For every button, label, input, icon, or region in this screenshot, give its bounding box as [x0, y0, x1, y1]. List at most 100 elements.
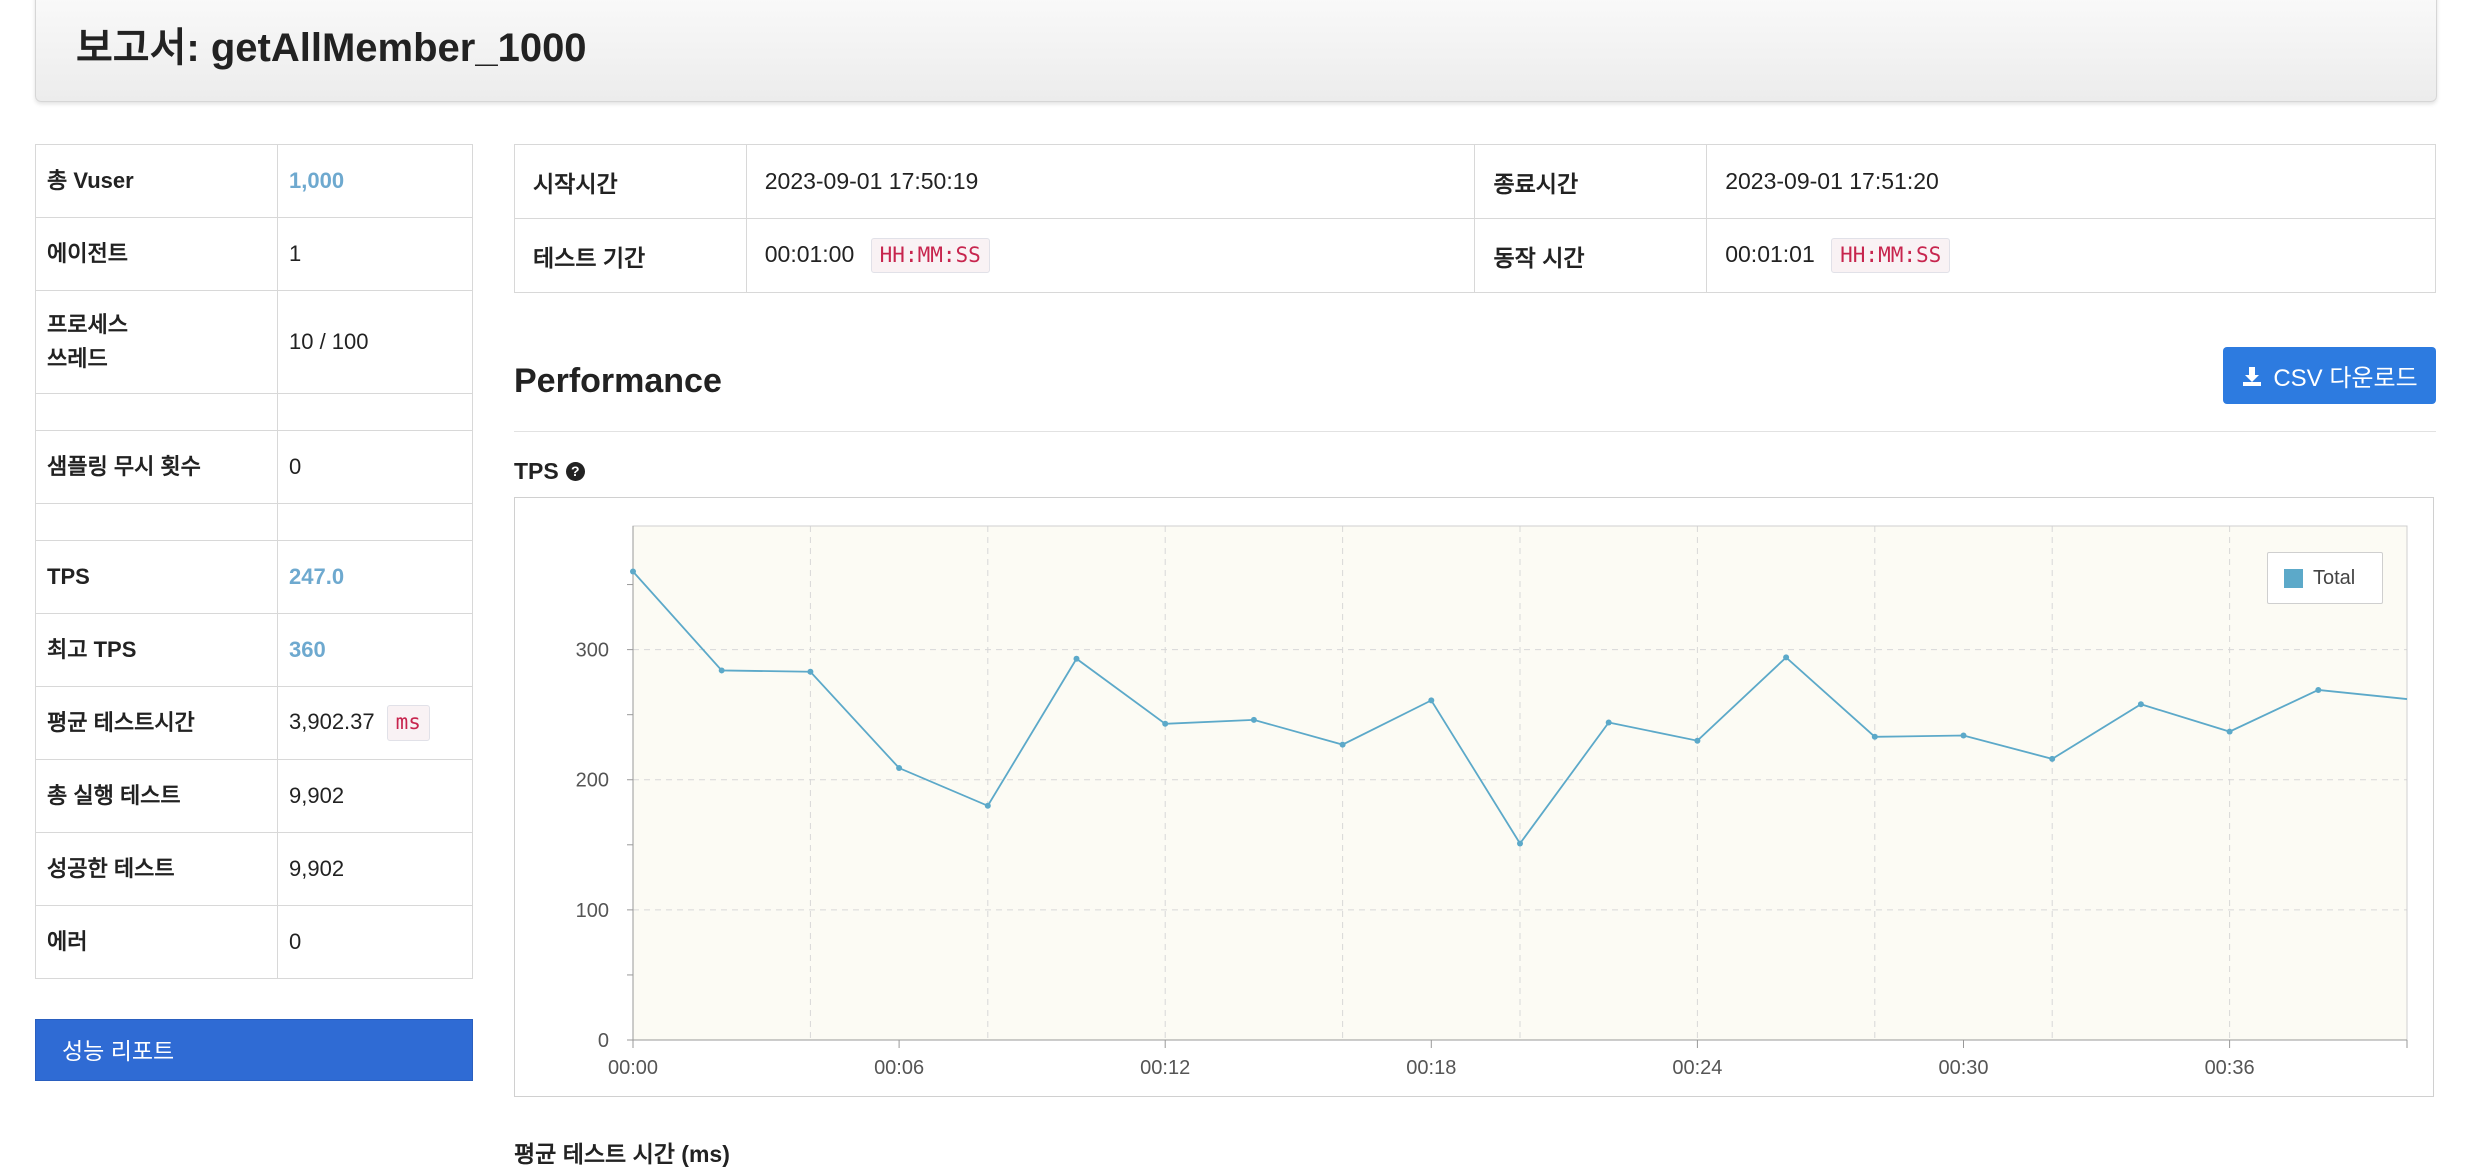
summary-label: TPS — [35, 540, 278, 614]
run-format-badge: HH:MM:SS — [1831, 237, 1951, 274]
summary-row: TPS 247.0 — [35, 540, 473, 614]
summary-value: 0 — [289, 454, 302, 479]
tps-chart-svg: 0 100 200 300 00:00 00:06 00:12 00:18 00:24 00:30… — [576, 525, 2408, 1079]
summary-label: 에러 — [35, 905, 278, 979]
summary-value-cell: 0 — [277, 905, 473, 979]
summary-value: 360 — [289, 637, 326, 662]
summary-value-cell: 0 — [277, 430, 473, 504]
summary-label: 프로세스 쓰레드 — [35, 290, 278, 394]
y-tick-label: 300 — [576, 640, 609, 662]
start-time-label: 시작시간 — [514, 144, 747, 219]
summary-value-cell: 1,000 — [277, 144, 473, 218]
summary-value: 9,902 — [289, 856, 345, 881]
summary-value: 10 / 100 — [289, 329, 369, 354]
summary-value: 1 — [289, 241, 302, 266]
x-tick-label: 00:30 — [1938, 1057, 1988, 1079]
summary-row: 총 Vuser 1,000 — [35, 144, 473, 218]
data-point — [2226, 728, 2233, 735]
x-tick-label: 00:12 — [1140, 1057, 1190, 1079]
summary-value-cell: 360 — [277, 613, 473, 687]
data-point — [2315, 686, 2322, 693]
end-time-label: 종료시간 — [1474, 144, 1708, 219]
data-point — [1428, 697, 1435, 704]
report-header: 보고서: getAllMember_1000 — [35, 0, 2437, 102]
summary-label: 총 실행 테스트 — [35, 759, 278, 833]
summary-table: 총 Vuser 1,000 에이전트 1 프로세스 쓰레드 10 / 100 샘플링 무시 … — [35, 144, 473, 979]
summary-row — [35, 393, 473, 431]
summary-value: 3,902.37 — [289, 709, 375, 735]
data-point — [1073, 655, 1080, 662]
run-time-cell: 00:01:01 HH:MM:SS — [1706, 218, 2436, 293]
summary-value: 0 — [289, 929, 302, 954]
summary-label: 평균 테스트시간 — [35, 686, 278, 760]
legend-swatch — [2284, 568, 2303, 588]
performance-report-button[interactable]: 성능 리포트 — [35, 1019, 473, 1081]
data-point — [2137, 701, 2144, 708]
x-tick-label: 00:18 — [1406, 1057, 1456, 1079]
summary-value: 9,902 — [289, 783, 345, 808]
summary-value-cell: 3,902.37 ms — [277, 686, 473, 760]
summary-row — [35, 503, 473, 541]
time-table: 시작시간 2023-09-01 17:50:19 종료시간 2023-09-01… — [514, 144, 2436, 293]
summary-value-cell: 9,902 — [277, 759, 473, 833]
data-point — [807, 668, 814, 675]
test-duration-label: 테스트 기간 — [514, 218, 747, 293]
summary-row: 에이전트 1 — [35, 217, 473, 291]
y-tick-label: 0 — [598, 1030, 609, 1052]
x-tick-label: 00:36 — [2205, 1057, 2255, 1079]
help-icon[interactable]: ? — [565, 462, 585, 481]
summary-value-cell: 247.0 — [277, 540, 473, 614]
data-point — [1783, 654, 1790, 661]
data-point — [1605, 719, 1612, 726]
summary-value: 247.0 — [289, 564, 345, 589]
x-tick-label: 00:06 — [874, 1057, 924, 1079]
data-point — [718, 667, 725, 674]
start-time-value: 2023-09-01 17:50:19 — [745, 144, 1476, 219]
test-duration-value: 00:01:00 — [764, 240, 855, 267]
summary-label: 에이전트 — [35, 217, 278, 291]
data-point — [1694, 737, 1701, 744]
summary-row: 에러 0 — [35, 905, 473, 979]
summary-label: 샘플링 무시 횟수 — [35, 430, 278, 504]
summary-row: 최고 TPS 360 — [35, 613, 473, 687]
data-point — [1960, 732, 1967, 739]
summary-row: 샘플링 무시 횟수 0 — [35, 430, 473, 504]
avg-test-time-label: 평균 테스트 시간 (ms) — [514, 1141, 730, 1167]
data-point — [1517, 840, 1523, 847]
summary-value-cell — [277, 503, 473, 541]
data-point — [1250, 716, 1257, 723]
download-icon — [2243, 366, 2262, 386]
unit-badge: ms — [386, 705, 430, 741]
data-point — [1871, 733, 1878, 740]
summary-label — [35, 393, 278, 431]
tps-chart: 0 100 200 300 00:00 00:06 00:12 00:18 00:24 00:30… — [514, 497, 2434, 1097]
y-tick-label: 200 — [576, 770, 609, 792]
csv-download-label: CSV 다운로드 — [2273, 365, 2418, 392]
summary-value-cell: 1 — [277, 217, 473, 291]
y-tick-label: 100 — [576, 900, 609, 922]
summary-value-cell — [277, 393, 473, 431]
summary-row: 평균 테스트시간 3,902.37 ms — [35, 686, 473, 760]
report-title: 보고서: getAllMember_1000 — [76, 26, 587, 70]
summary-label: 총 Vuser — [35, 144, 278, 218]
run-time-label: 동작 시간 — [1474, 218, 1708, 293]
duration-format-badge: HH:MM:SS — [870, 237, 990, 274]
data-point — [1339, 741, 1346, 748]
summary-row: 총 실행 테스트 9,902 — [35, 759, 473, 833]
data-point — [984, 802, 991, 809]
data-point — [630, 568, 636, 575]
section-divider — [514, 431, 2436, 432]
chart-legend: Total — [2267, 552, 2383, 604]
data-point — [1162, 720, 1169, 727]
x-tick-label: 00:24 — [1672, 1057, 1722, 1079]
summary-row: 프로세스 쓰레드 10 / 100 — [35, 290, 473, 394]
end-time-value: 2023-09-01 17:51:20 — [1706, 144, 2436, 219]
legend-label-total: Total — [2313, 566, 2356, 589]
summary-value: 1,000 — [289, 168, 345, 193]
tps-chart-label: TPS ? — [514, 458, 585, 485]
csv-download-button[interactable]: CSV 다운로드 — [2223, 347, 2436, 404]
data-point — [2049, 755, 2056, 762]
test-duration-cell: 00:01:00 HH:MM:SS — [745, 218, 1476, 293]
summary-label: 성공한 테스트 — [35, 832, 278, 906]
summary-row: 성공한 테스트 9,902 — [35, 832, 473, 906]
